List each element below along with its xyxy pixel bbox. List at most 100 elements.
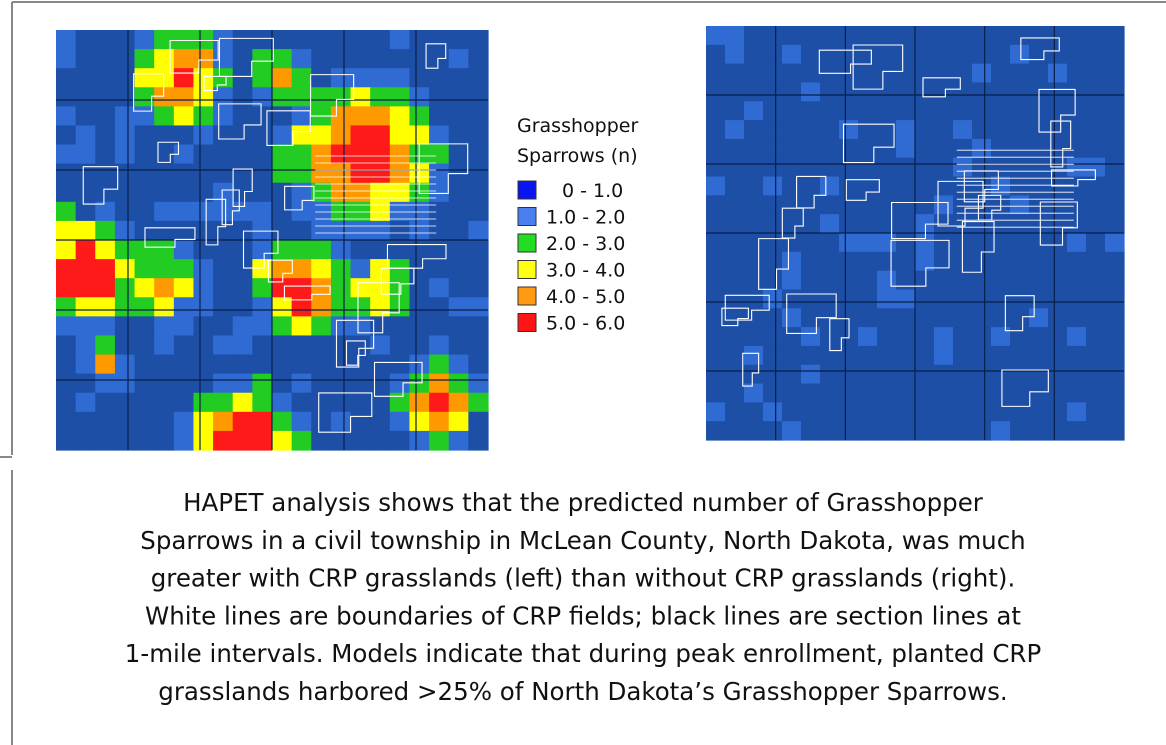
map-cell xyxy=(429,259,450,279)
legend-swatch xyxy=(517,233,537,253)
map-cell xyxy=(252,278,273,298)
map-cell xyxy=(744,63,764,84)
map-cell xyxy=(763,214,783,234)
map-cell xyxy=(915,270,935,291)
crp-boundary xyxy=(891,201,949,240)
map-cell xyxy=(173,259,195,279)
map-cell xyxy=(725,138,745,159)
map-cell xyxy=(972,421,992,441)
map-cell xyxy=(839,345,859,366)
map-cell xyxy=(1048,195,1068,215)
map-cell xyxy=(448,297,469,317)
map-cell xyxy=(1048,327,1068,347)
map-cell xyxy=(468,68,489,88)
map-cell xyxy=(311,125,332,146)
map-cell xyxy=(725,270,745,291)
map-cell xyxy=(173,430,195,451)
map-cell xyxy=(252,240,273,260)
map-cell xyxy=(350,106,371,127)
map-cell xyxy=(744,402,764,422)
map-cell xyxy=(134,68,155,88)
map-cell xyxy=(272,354,293,375)
map-cell xyxy=(953,270,973,291)
map-cell xyxy=(915,383,935,403)
map-cell xyxy=(232,354,253,375)
map-cell xyxy=(448,354,469,375)
map-cell xyxy=(991,289,1011,309)
map-cell xyxy=(389,316,411,337)
map-cell xyxy=(725,26,745,46)
map-cell xyxy=(232,201,253,222)
map-cell xyxy=(272,220,293,241)
map-cell xyxy=(706,308,726,328)
map-cell xyxy=(972,63,992,84)
map-cell xyxy=(782,364,802,385)
map-cell xyxy=(330,430,352,451)
map-cell xyxy=(154,106,175,127)
map-cell xyxy=(972,402,992,422)
map-cell xyxy=(1086,138,1106,159)
map-cell xyxy=(370,163,391,184)
map-cell xyxy=(801,176,821,196)
map-cell xyxy=(232,335,253,356)
map-cell xyxy=(134,278,155,298)
map-cell xyxy=(272,316,293,337)
map-cell xyxy=(330,392,352,413)
map-cell xyxy=(330,373,352,394)
map-cell xyxy=(782,345,802,366)
map-cell xyxy=(839,120,859,140)
map-cell xyxy=(448,392,469,413)
map-cell xyxy=(173,278,195,298)
map-cell xyxy=(193,316,214,337)
map-cell xyxy=(782,289,802,309)
map-cell xyxy=(1086,26,1106,46)
caption-line: 1-mile intervals. Models indicate that d… xyxy=(125,639,1041,668)
map-cell xyxy=(154,125,175,146)
map-cell xyxy=(311,316,332,337)
map-cell xyxy=(1029,421,1049,441)
map-cell xyxy=(1048,308,1068,328)
map-cell xyxy=(468,125,489,146)
map-cell xyxy=(915,44,935,65)
map-cell xyxy=(154,278,175,298)
map-cell xyxy=(858,421,878,441)
map-cell xyxy=(232,316,253,337)
map-cell xyxy=(1105,214,1125,234)
crp-boundary xyxy=(283,285,331,301)
map-cell xyxy=(877,383,897,403)
map-cell xyxy=(134,87,155,107)
map-cell xyxy=(706,44,726,65)
map-cell xyxy=(370,106,391,127)
crp-boundary xyxy=(758,238,789,290)
map-cell xyxy=(468,182,489,203)
map-cell xyxy=(953,345,973,366)
map-cell xyxy=(953,402,973,422)
map-cell xyxy=(193,106,214,127)
map-cell xyxy=(782,214,802,234)
map-cell xyxy=(213,392,234,413)
map-cell xyxy=(1048,251,1068,272)
map-cell xyxy=(934,120,954,140)
map-cell xyxy=(213,240,234,260)
map-cell xyxy=(839,44,859,65)
crp-boundary xyxy=(267,259,293,283)
map-cell xyxy=(448,106,469,127)
map-cell xyxy=(409,49,430,69)
map-cell xyxy=(173,392,195,413)
map-cell xyxy=(915,176,935,196)
map-cell xyxy=(154,220,175,241)
crp-boundary xyxy=(937,180,984,227)
map-cell xyxy=(1105,82,1125,102)
map-cell xyxy=(1086,82,1106,102)
map-cell xyxy=(858,214,878,234)
map-with-crp xyxy=(56,30,489,451)
map-cell xyxy=(763,251,783,272)
map-cell xyxy=(991,383,1011,403)
map-cell xyxy=(1105,233,1125,253)
crp-boundary xyxy=(205,198,227,246)
map-cell xyxy=(972,44,992,65)
map-cell xyxy=(134,49,155,69)
map-cell xyxy=(801,233,821,253)
map-cell xyxy=(311,354,332,375)
map-cell xyxy=(330,354,352,375)
